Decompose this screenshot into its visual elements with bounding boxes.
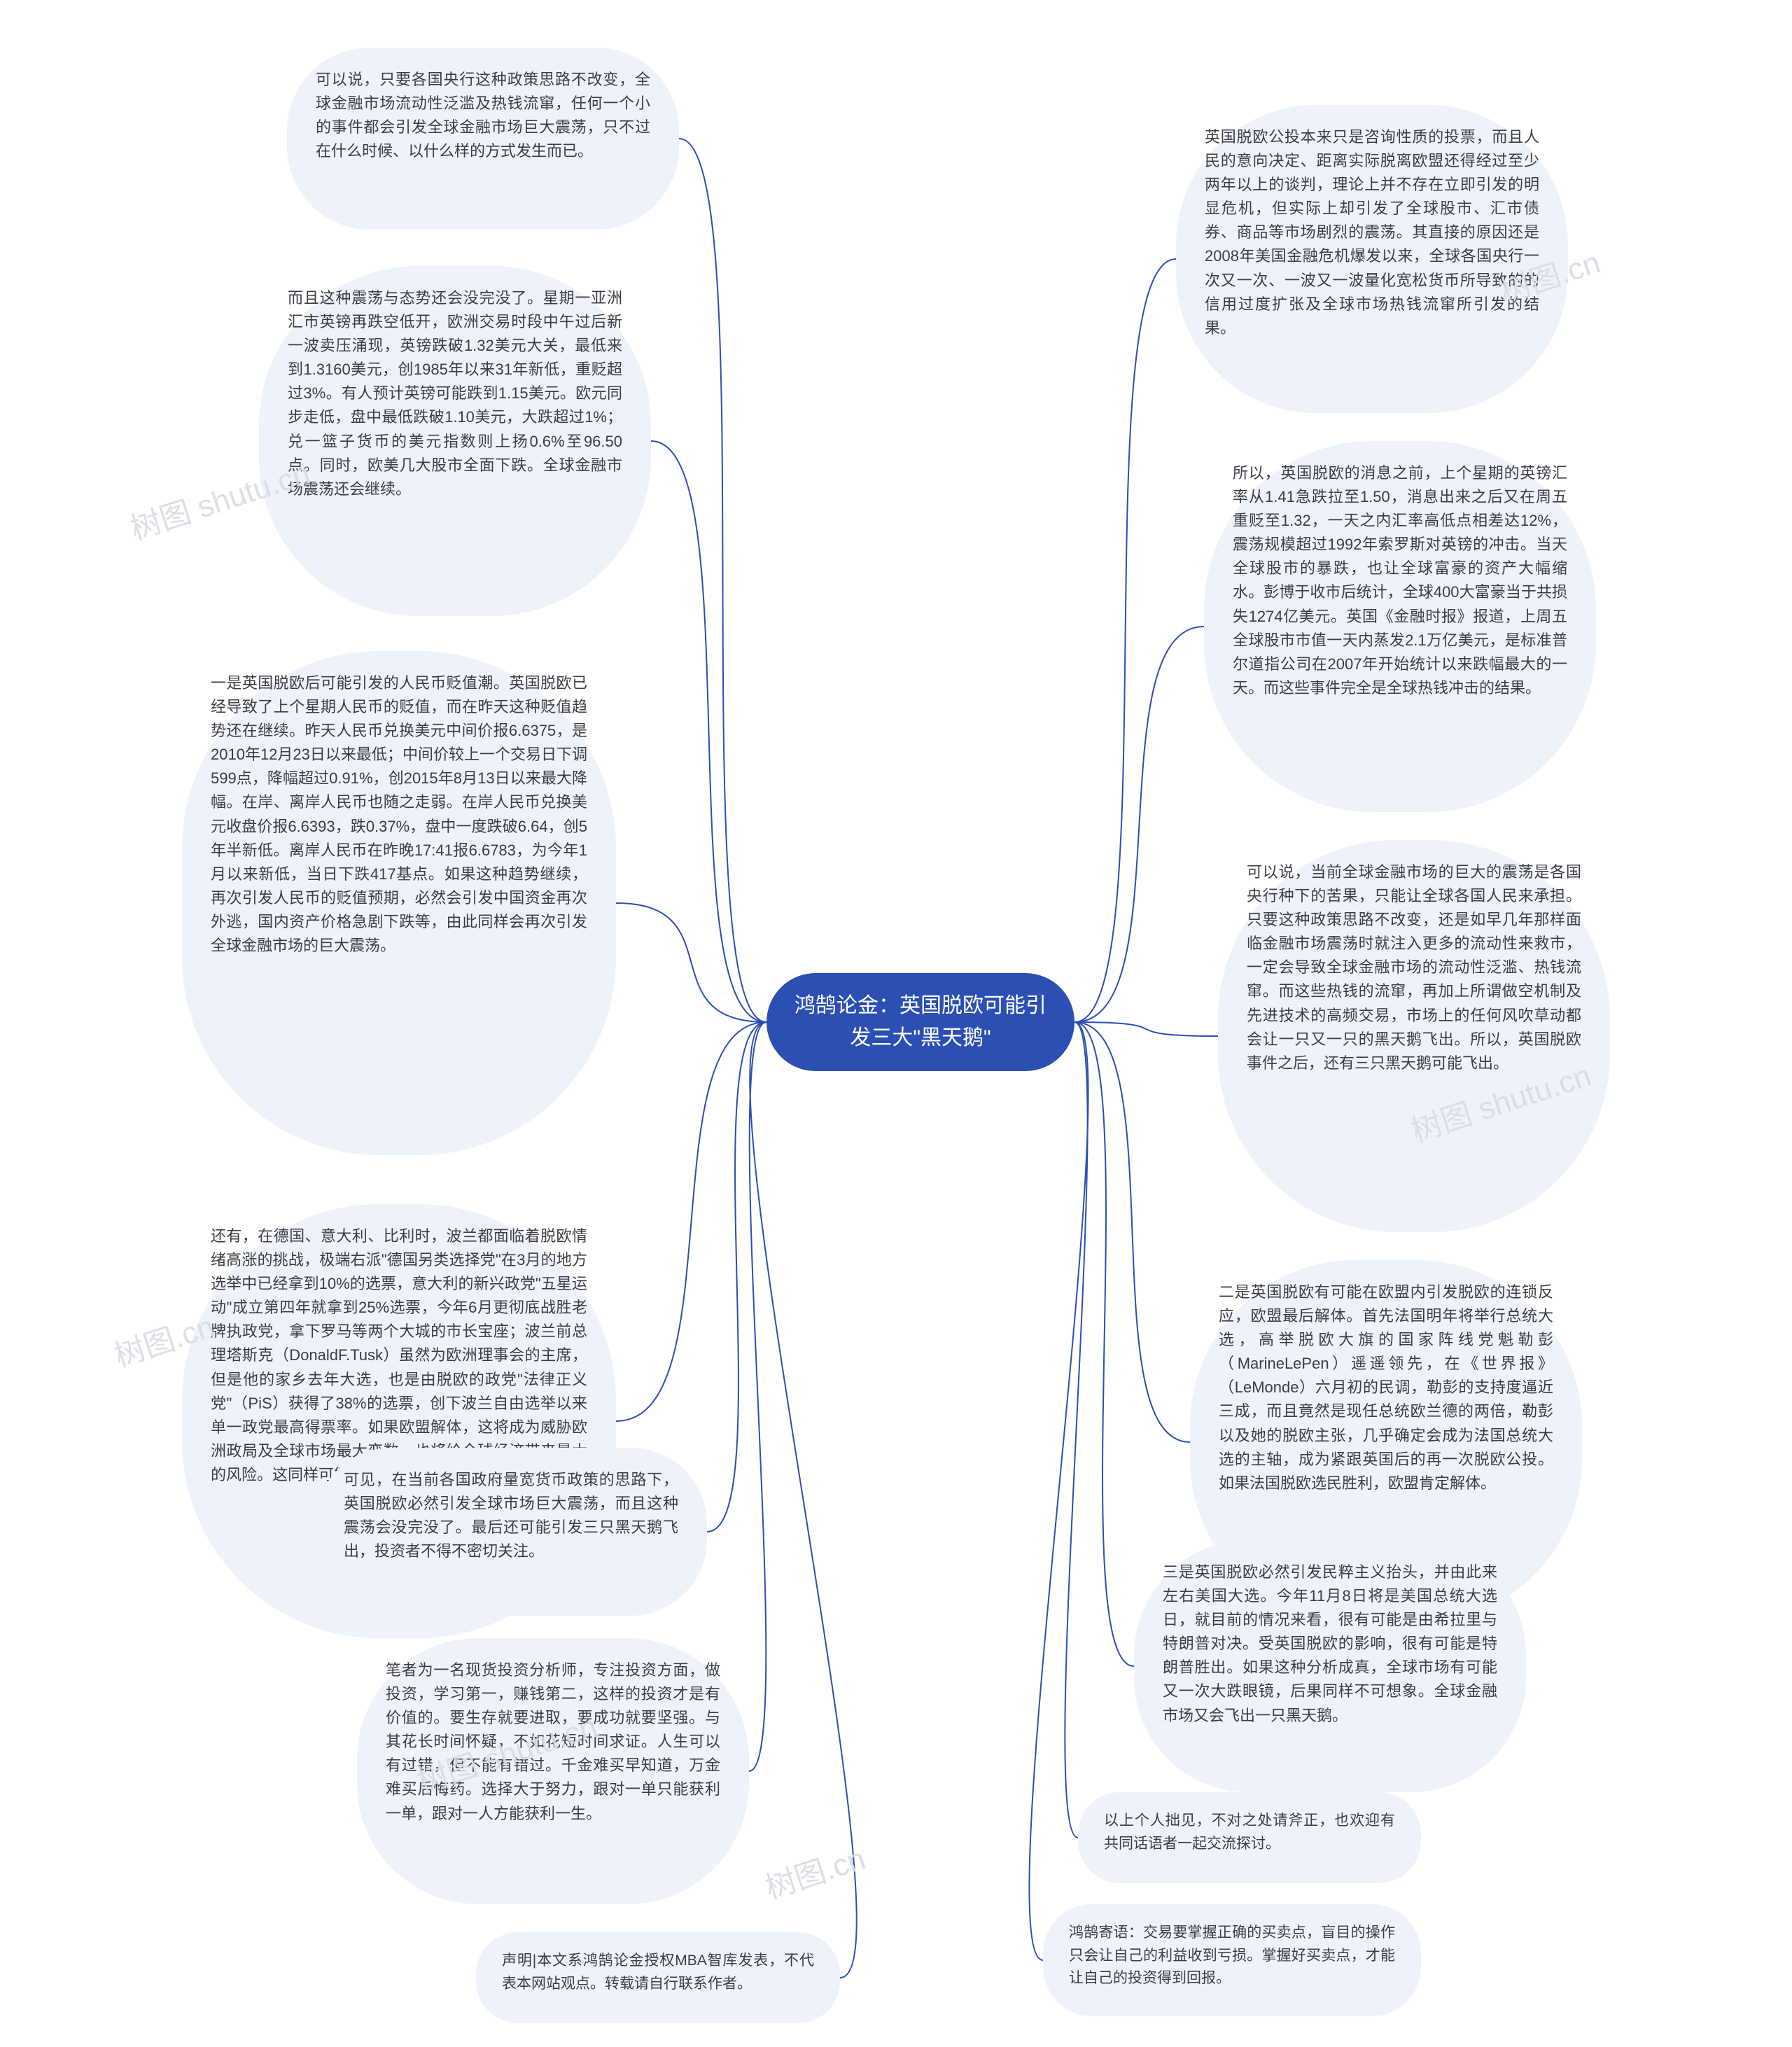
left-node-3: 一是英国脱欧后可能引发的人民币贬值潮。英国脱欧已经导致了上个星期人民币的贬值，而…: [182, 651, 616, 1155]
right-node-7: 鸿鹄寄语：交易要掌握正确的买卖点，盲目的操作只会让自己的利益收到亏损。掌握好买卖…: [1043, 1904, 1421, 2016]
left-node-7: 声明|本文系鸿鹄论金授权MBA智库发表，不代表本网站观点。转载请自行联系作者。: [476, 1932, 840, 2023]
right-node-6: 以上个人拙见，不对之处请斧正，也欢迎有共同话语者一起交流探讨。: [1078, 1792, 1421, 1883]
left-node-5: 可见，在当前各国政府量宽货币政策的思路下，英国脱欧必然引发全球市场巨大震荡，而且…: [315, 1448, 707, 1616]
watermark: 树图.cn: [759, 1833, 870, 1908]
left-node-1: 可以说，只要各国央行这种政策思路不改变，全球金融市场流动性泛滥及热钱流窜，任何一…: [287, 48, 679, 230]
left-node-2: 而且这种震荡与态势还会没完没了。星期一亚洲汇市英镑再跌空低开，欧洲交易时段中午过…: [259, 266, 651, 616]
right-node-1: 英国脱欧公投本来只是咨询性质的投票，而且人民的意向决定、距离实际脱离欧盟还得经过…: [1176, 105, 1568, 413]
center-node: 鸿鹄论金：英国脱欧可能引发三大"黑天鹅": [766, 973, 1074, 1071]
left-node-6: 笔者为一名现货投资分析师，专注投资方面，做投资，学习第一，赚钱第二，这样的投资才…: [357, 1638, 749, 1904]
mindmap-stage: { "layout": { "width": 2560, "height": 2…: [0, 0, 1792, 2047]
right-node-5: 三是英国脱欧必然引发民粹主义抬头，并由此来左右美国大选。今年11月8日将是美国总…: [1134, 1540, 1526, 1792]
right-node-3: 可以说，当前全球金融市场的巨大的震荡是各国央行种下的苦果，只能让全球各国人民来承…: [1218, 840, 1610, 1232]
right-node-2: 所以，英国脱欧的消息之前，上个星期的英镑汇率从1.41急跌拉至1.50，消息出来…: [1204, 441, 1596, 812]
